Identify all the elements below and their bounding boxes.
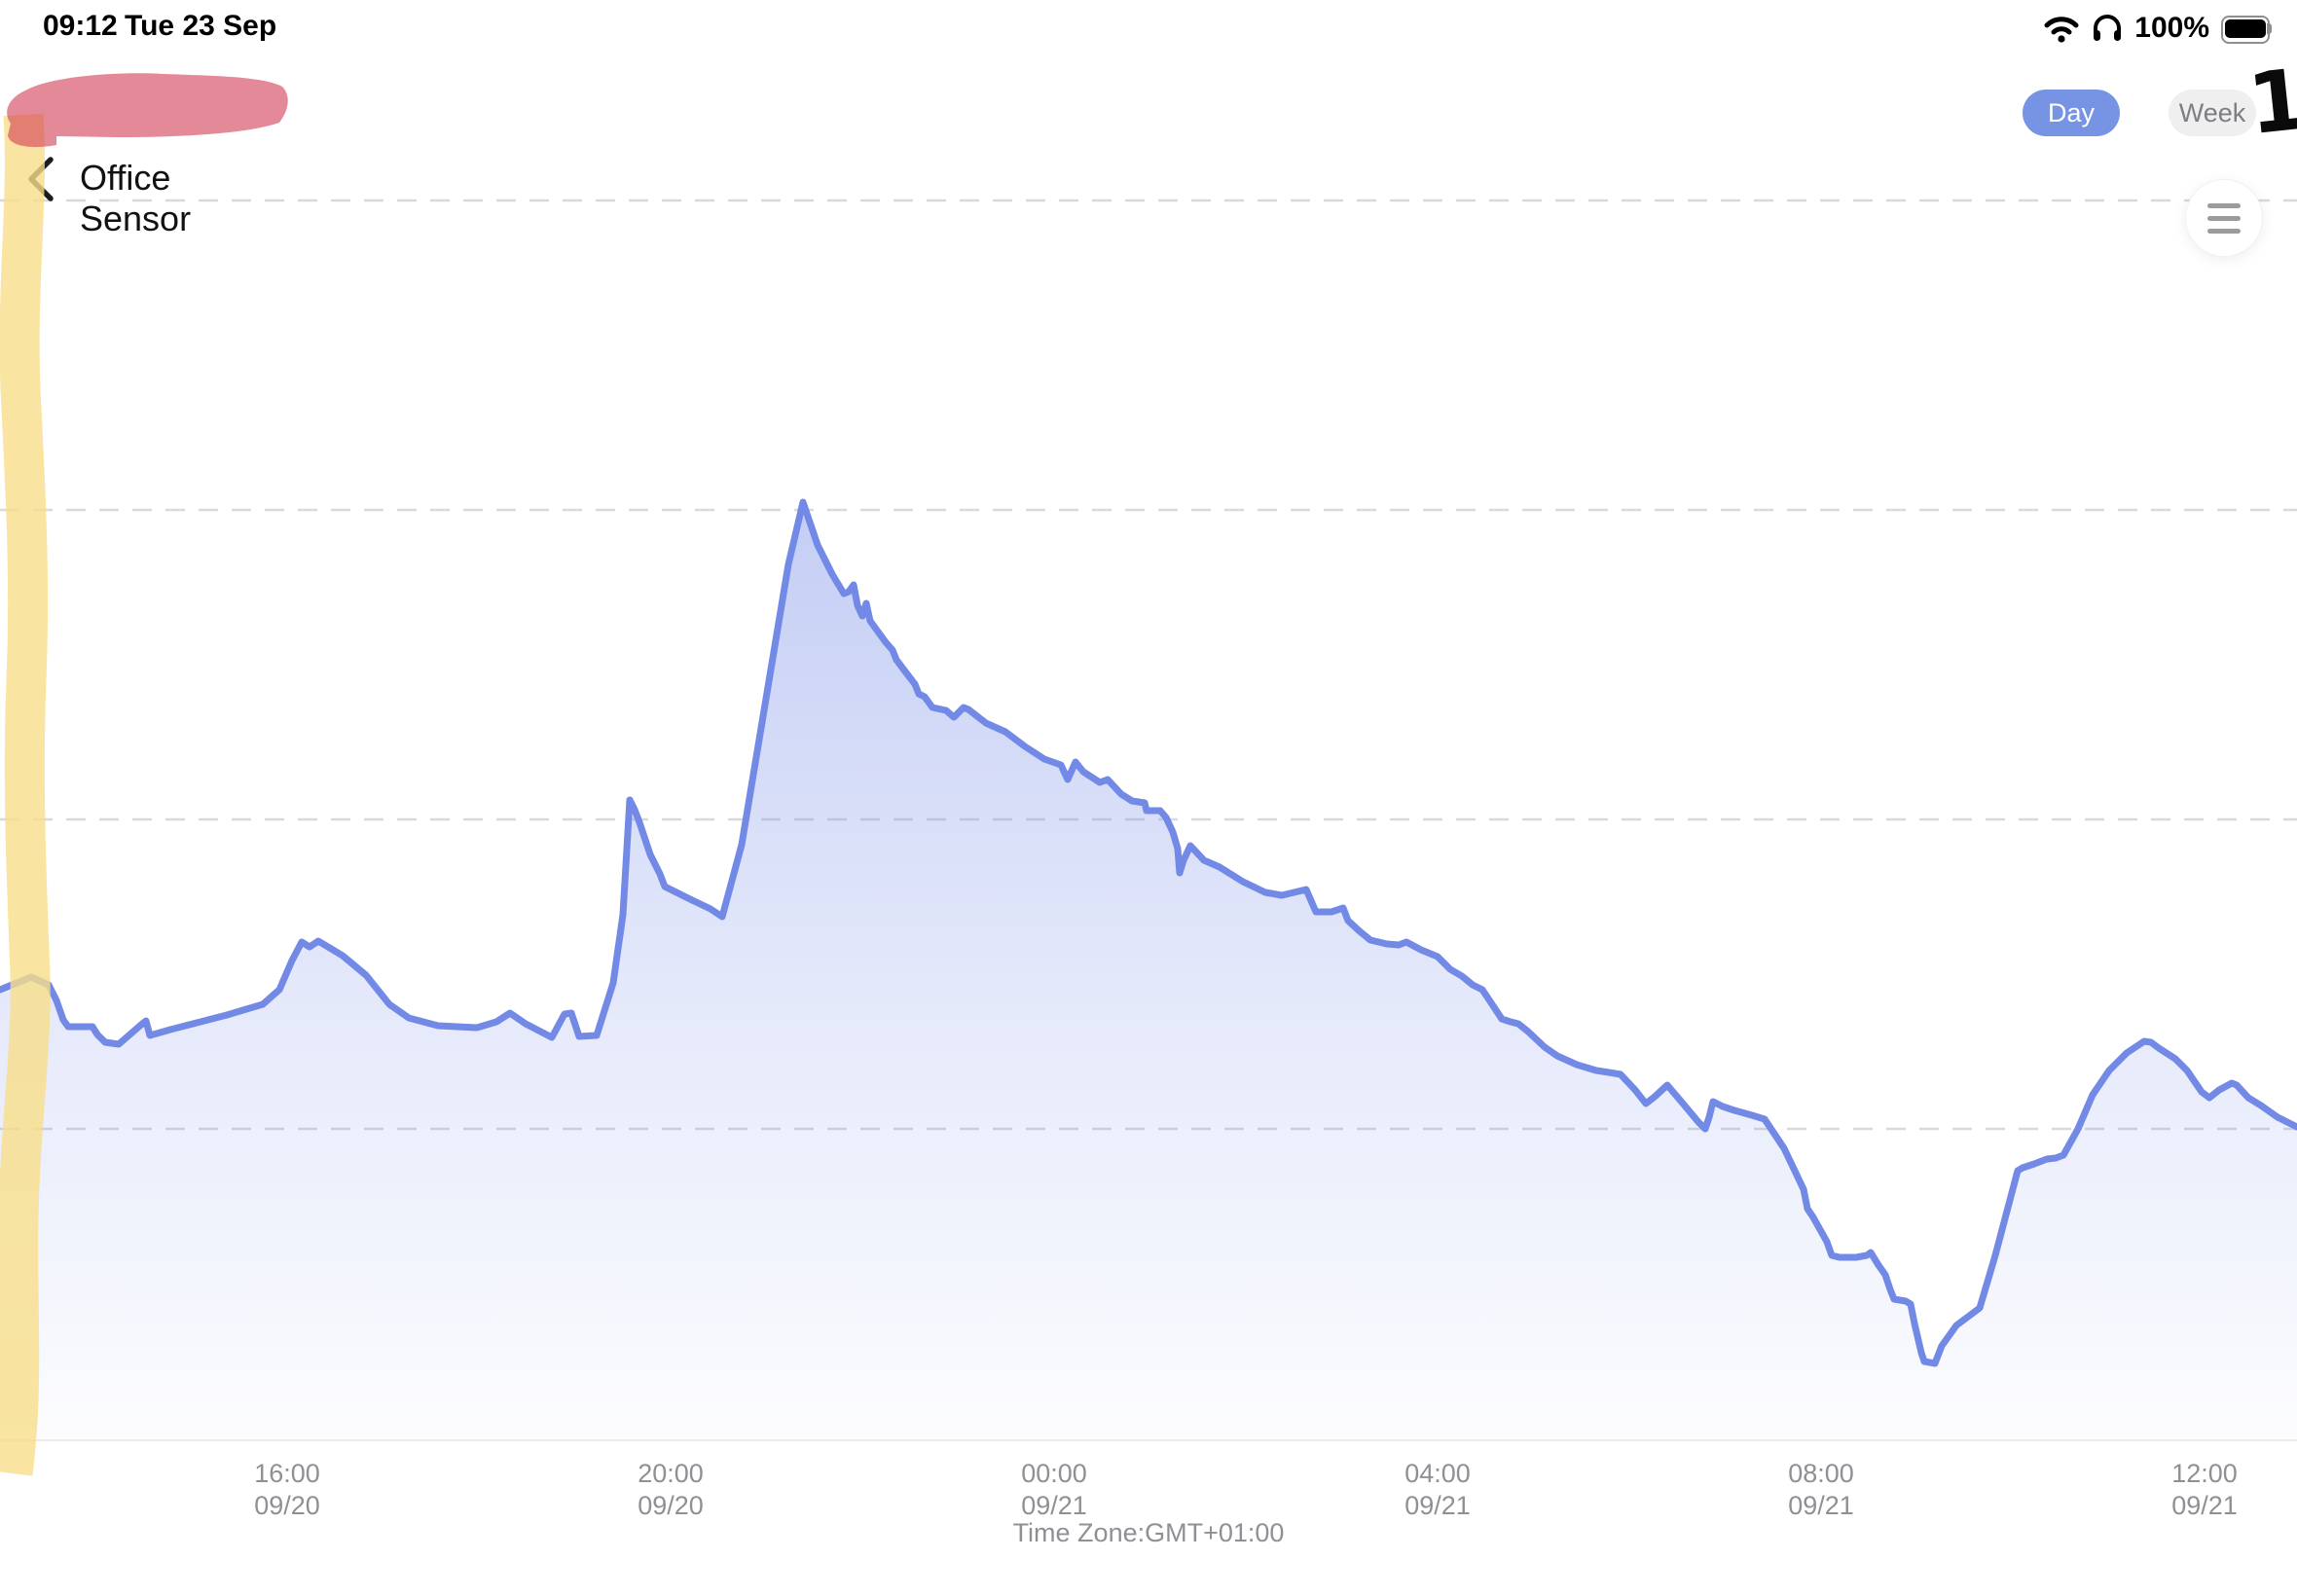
- day-tab[interactable]: Day: [2023, 90, 2120, 136]
- status-icons: 100%: [2043, 12, 2272, 45]
- battery-icon: [2221, 15, 2272, 44]
- headphones-icon: [2094, 15, 2122, 41]
- week-tab[interactable]: Week: [2169, 90, 2256, 136]
- status-bar: 09:12 Tue 23 Sep 100%: [0, 0, 2297, 58]
- page-title: Office Sensor: [80, 158, 192, 238]
- hamburger-icon: [2207, 202, 2241, 208]
- clock-time: 09:12: [43, 10, 118, 42]
- series-area: [0, 502, 2297, 1440]
- back-chevron-icon: [28, 157, 54, 201]
- wifi-icon: [2044, 17, 2079, 43]
- timezone-label: Time Zone:GMT+01:00: [1012, 1518, 1285, 1547]
- menu-button[interactable]: [2185, 179, 2263, 257]
- status-date: Tue 23 Sep: [125, 10, 277, 42]
- series-line: [0, 498, 2297, 1367]
- battery-percent: 100%: [2134, 12, 2209, 44]
- handwritten-mark: 120: [2243, 40, 2297, 155]
